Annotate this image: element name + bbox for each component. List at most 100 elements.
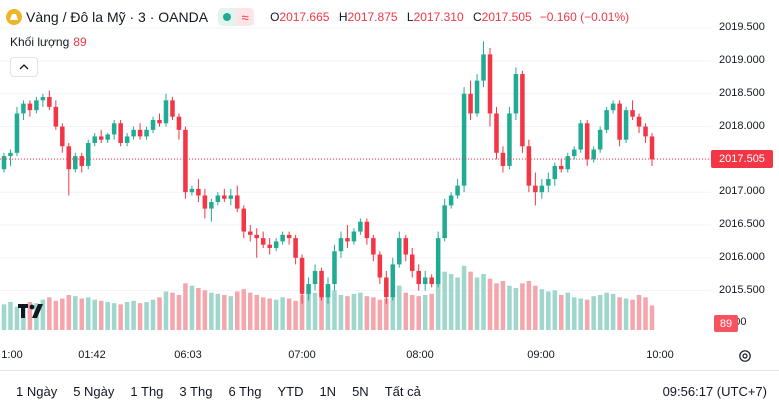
range-button-2[interactable]: 1 Thg	[130, 383, 164, 399]
candle	[98, 129, 104, 143]
price-scale[interactable]: 2019.5002019.0002018.5002018.0002017.500…	[711, 0, 779, 341]
candle	[124, 133, 130, 147]
candle	[494, 106, 499, 160]
last-price-badge: 2017.505	[711, 150, 773, 169]
candle	[332, 244, 337, 291]
candle	[131, 126, 136, 140]
candle	[235, 185, 240, 212]
range-button-1[interactable]: 5 Ngày	[73, 383, 115, 399]
date-range-buttons: 1 Ngày 5 Ngày 1 Thg 3 Thg 6 Thg YTD 1N 5N Tất cả	[0, 377, 429, 405]
collapse-legend-button[interactable]	[10, 57, 38, 77]
candle	[47, 90, 52, 111]
time-tick-label: 1:00	[1, 349, 23, 361]
candle	[267, 238, 272, 255]
volume-bar	[461, 265, 467, 330]
candle	[448, 192, 454, 209]
candle	[584, 120, 590, 166]
volume-bar	[507, 285, 512, 330]
volume-bar	[533, 285, 538, 330]
volume-bar	[8, 302, 13, 330]
volume-bar	[623, 298, 629, 330]
candle	[306, 277, 311, 301]
candle	[649, 133, 655, 166]
candle	[118, 120, 123, 147]
bottom-toolbar: 1 Ngày 5 Ngày 1 Thg 3 Thg 6 Thg YTD 1N 5N Tất cả…	[0, 370, 779, 411]
candle	[209, 198, 214, 222]
volume-bar	[79, 298, 85, 330]
candle	[487, 47, 493, 127]
volume-bar	[189, 285, 195, 330]
volume-bar	[597, 295, 603, 330]
price-tick-label: 2019.000	[719, 53, 765, 66]
candle	[163, 93, 169, 127]
range-button-4[interactable]: 6 Thg	[228, 383, 262, 399]
volume-bar	[332, 290, 337, 330]
scale-settings-button[interactable]	[711, 341, 779, 370]
range-button-3[interactable]: 3 Thg	[179, 383, 213, 399]
volume-bar	[390, 289, 396, 330]
candle	[280, 231, 285, 245]
volume-bar	[260, 297, 266, 330]
candle	[14, 106, 20, 157]
volume-bar	[209, 292, 214, 330]
candle	[144, 126, 149, 140]
range-button-8[interactable]: Tất cả	[384, 383, 421, 399]
price-change: −0.160 (−0.01%)	[539, 10, 630, 24]
volume-bar	[215, 293, 221, 330]
candle	[461, 87, 467, 193]
range-button-6[interactable]: 1N	[319, 383, 337, 399]
timezone-clock[interactable]: 09:56:17 (UTC+7)	[662, 383, 767, 399]
candle	[222, 188, 227, 203]
candle	[157, 113, 162, 127]
market-open-icon	[218, 8, 237, 26]
volume-bar	[468, 271, 473, 330]
volume-bar	[364, 296, 370, 330]
volume-bar	[222, 295, 227, 330]
range-button-0[interactable]: 1 Ngày	[16, 383, 58, 399]
volume-bar	[513, 288, 519, 330]
volume-bar	[73, 296, 78, 330]
symbol-title[interactable]: Vàng / Đô la Mỹ · 3 · OANDA	[26, 9, 209, 25]
volume-bar	[474, 277, 480, 330]
volume-bar	[306, 291, 311, 330]
volume-bar	[286, 298, 292, 330]
candle	[455, 179, 460, 199]
price-tick-label: 2018.000	[719, 119, 765, 132]
market-status[interactable]: ≈	[218, 8, 255, 26]
volume-bar	[1, 304, 7, 330]
volume-bar	[14, 306, 20, 330]
volume-bar	[157, 297, 162, 330]
volume-bar	[422, 295, 428, 330]
price-tick-label: 2017.000	[719, 185, 765, 198]
time-scale[interactable]: 1:00 01:42 06:03 07:00 08:00 09:00 10:00	[0, 341, 711, 370]
chart-pane[interactable]: Vàng / Đô la Mỹ · 3 · OANDA ≈ O2017.665 …	[0, 0, 711, 341]
volume-bar	[66, 295, 72, 330]
candle	[409, 247, 415, 278]
range-button-5[interactable]: YTD	[277, 383, 304, 399]
candle	[325, 277, 331, 304]
volume-bar	[377, 299, 383, 330]
candlestick-chart[interactable]	[0, 0, 711, 341]
tradingview-logo[interactable]	[14, 297, 48, 325]
volume-bar	[429, 293, 434, 330]
volume-bar	[53, 300, 59, 330]
volume-legend[interactable]: Khối lượng 89	[10, 35, 87, 49]
volume-bar	[196, 288, 201, 330]
volume-bar	[137, 303, 143, 330]
time-tick-label: 10:00	[646, 349, 674, 361]
volume-bar	[448, 274, 454, 330]
time-tick-label: 09:00	[527, 349, 555, 361]
candle	[299, 254, 305, 304]
candle	[636, 113, 642, 134]
volume-bar	[409, 295, 415, 330]
range-button-7[interactable]: 5N	[352, 383, 369, 399]
candle	[345, 225, 350, 248]
volume-bar	[643, 297, 648, 330]
candle	[397, 231, 402, 268]
volume-bar	[571, 297, 577, 330]
candle	[507, 106, 512, 170]
volume-bar	[416, 296, 421, 330]
candle	[384, 270, 389, 304]
volume-bar	[481, 274, 486, 330]
volume-bar	[319, 289, 324, 330]
